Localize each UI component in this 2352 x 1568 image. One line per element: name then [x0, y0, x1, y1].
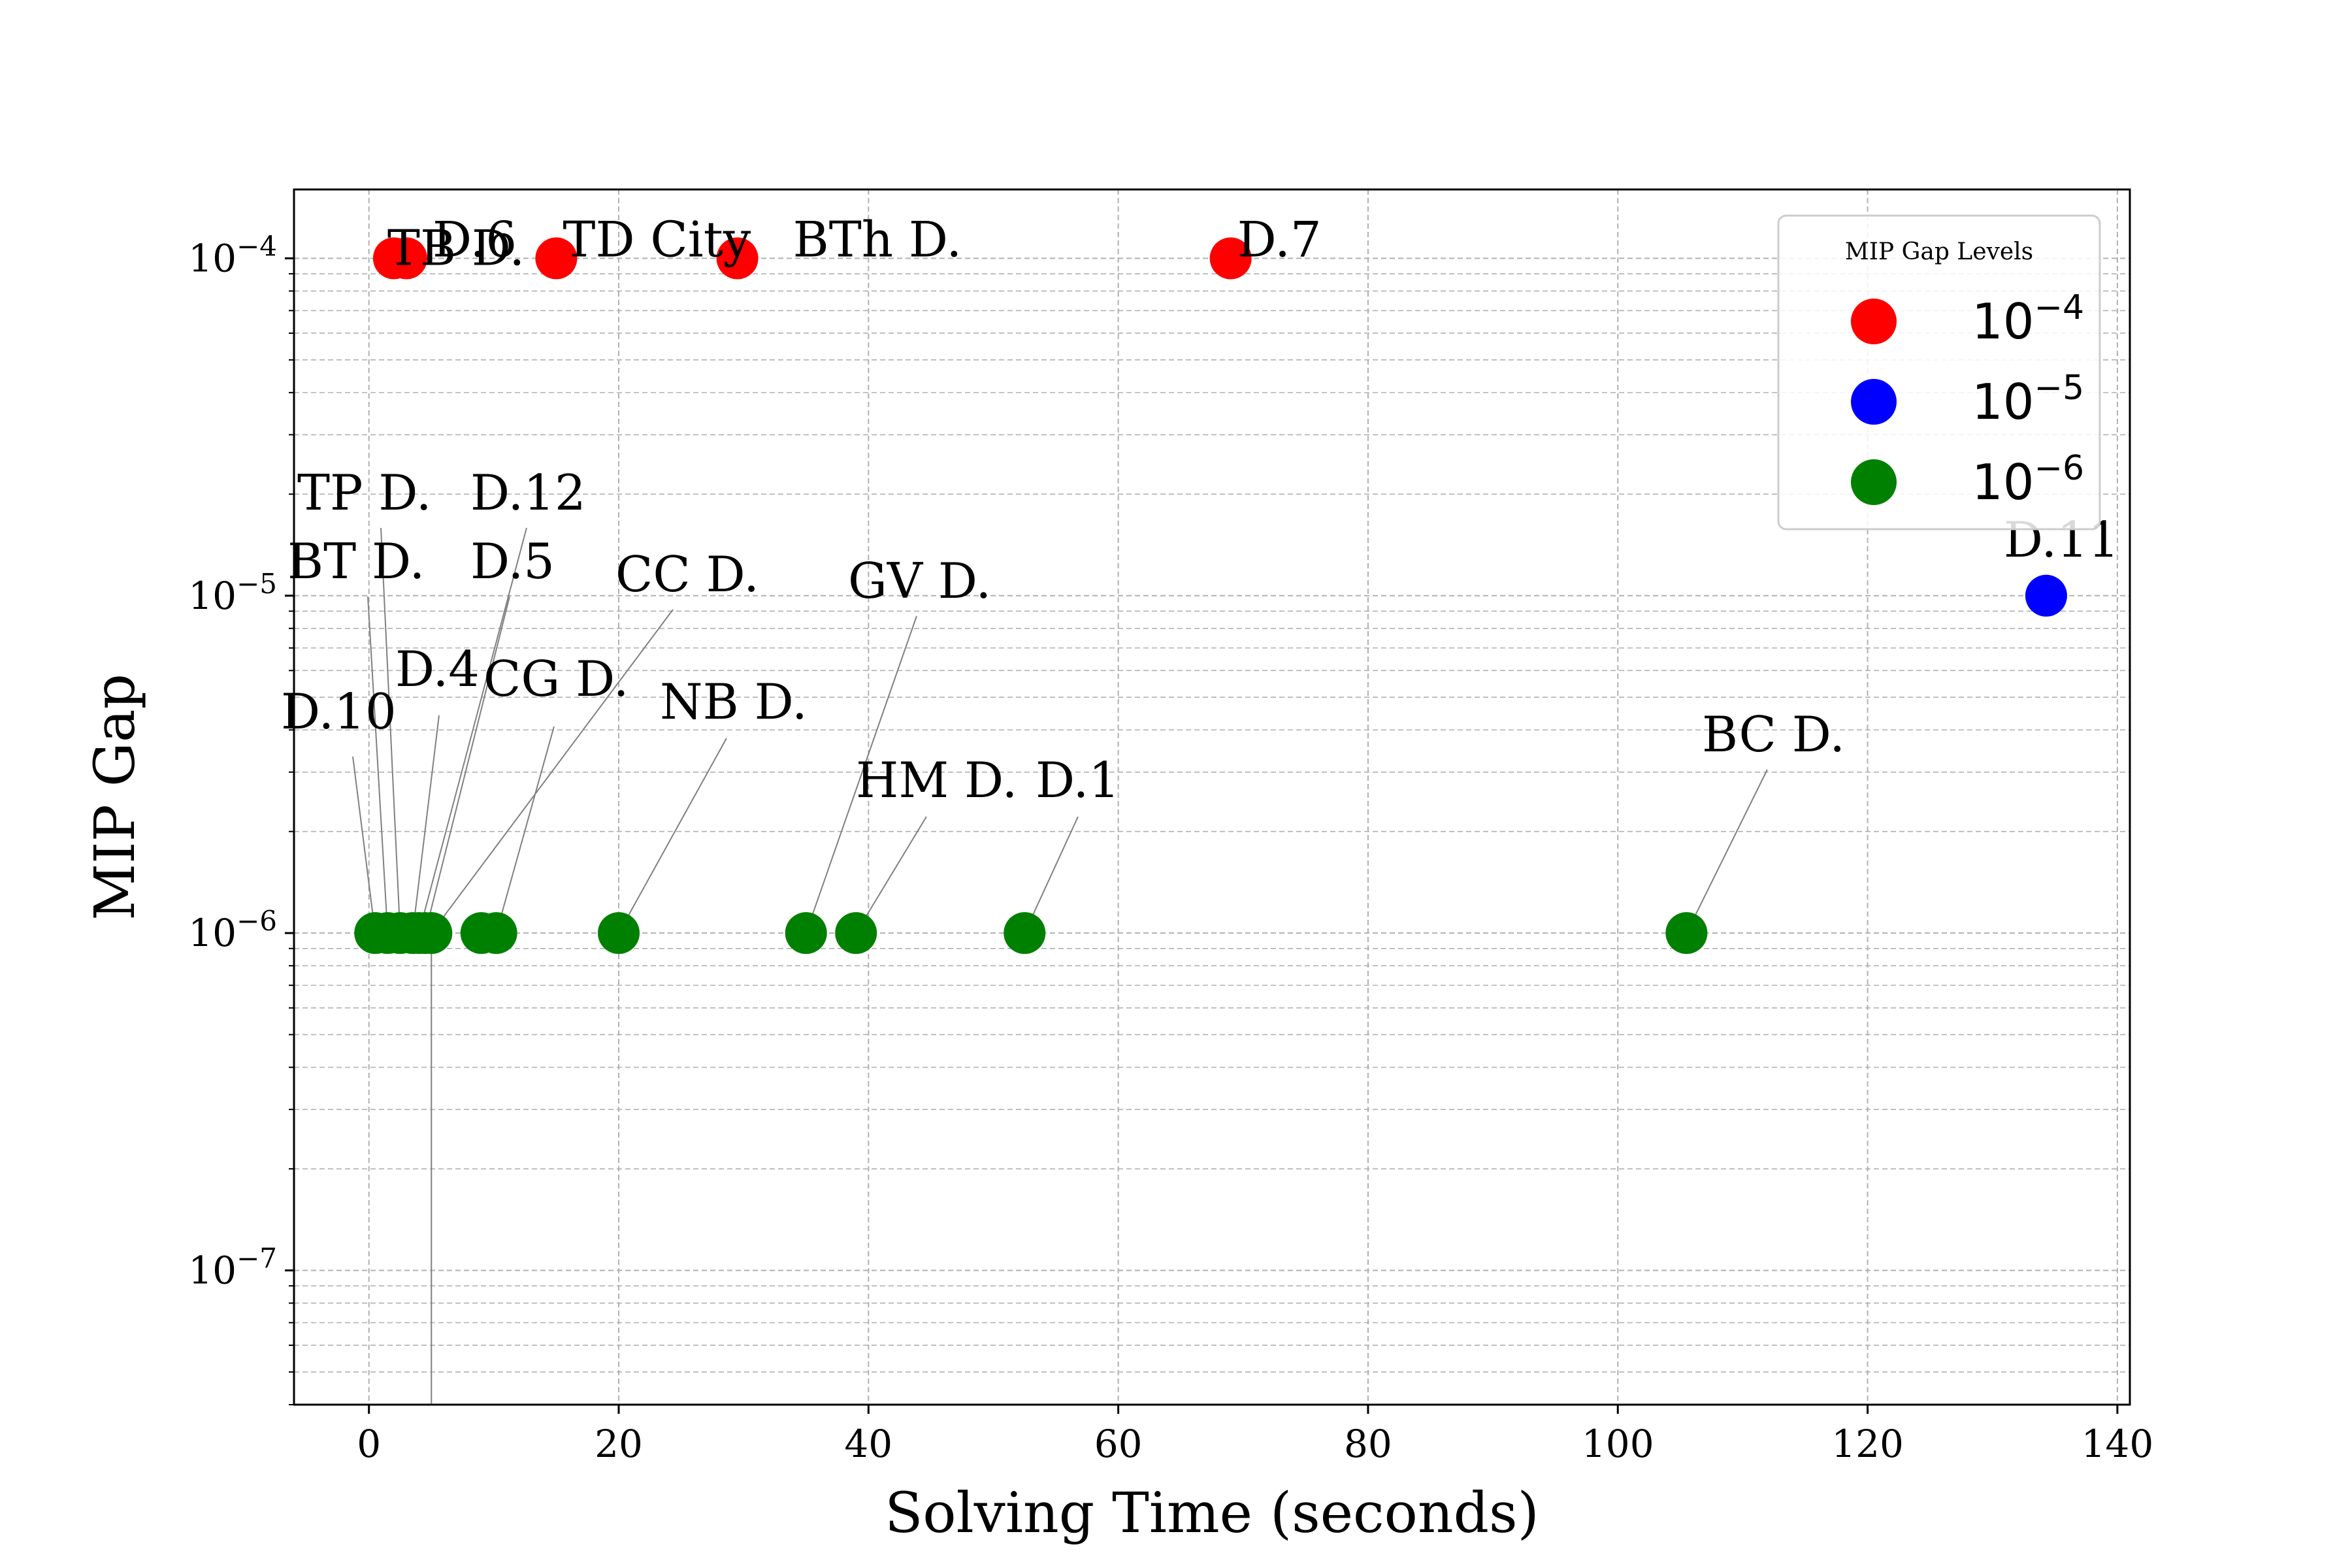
data-point	[535, 237, 578, 280]
point-label: D.7	[1237, 210, 1322, 268]
data-point	[716, 237, 759, 280]
point-label: TD City	[563, 210, 751, 268]
label-leader-line	[805, 615, 917, 934]
data-points	[354, 237, 2067, 955]
point-label: D.1	[1036, 751, 1120, 809]
y-tick-label: 10−7	[188, 1243, 277, 1293]
x-axis-title: Solving Time (seconds)	[885, 1481, 1539, 1546]
point-label: TP D.	[297, 464, 432, 521]
plot-area-frame	[293, 188, 2131, 1406]
legend-label: 10−6	[1972, 449, 2084, 511]
x-tick-label: 120	[1831, 1422, 1904, 1466]
label-leader-line	[352, 756, 376, 934]
label-leader-line	[367, 596, 389, 934]
point-label: BC D.	[1702, 706, 1845, 763]
data-point	[2025, 574, 2067, 617]
x-tick-label: 80	[1344, 1422, 1392, 1466]
point-label: CG D.	[483, 650, 629, 708]
point-label: NB D.	[660, 673, 808, 730]
point-label: D.4	[395, 640, 480, 698]
x-tick-label: 140	[2082, 1422, 2154, 1466]
data-point	[1004, 912, 1046, 955]
label-leader-line	[855, 816, 927, 934]
data-point	[1665, 912, 1708, 955]
point-label: TB D.	[387, 219, 525, 276]
x-tick-label: 20	[595, 1422, 643, 1466]
point-label: CC D.	[615, 546, 759, 603]
x-tick-label: 60	[1094, 1422, 1143, 1466]
data-point	[835, 912, 877, 955]
point-label: D.12	[470, 464, 586, 521]
label-leader-lines	[352, 527, 1768, 1405]
y-axis-title: MIP Gap	[83, 674, 148, 921]
label-leader-line	[380, 527, 401, 934]
point-label: BTh D.	[793, 210, 962, 268]
label-leader-line	[431, 609, 674, 934]
legend-marker	[1851, 459, 1897, 505]
point-label: D.6	[433, 210, 517, 268]
data-point	[785, 912, 827, 955]
legend-title: MIP Gap Levels	[1845, 238, 2033, 265]
data-point	[410, 912, 453, 955]
label-leader-line	[618, 738, 727, 934]
legend-marker	[1851, 299, 1897, 344]
legend-label: 10−4	[1972, 288, 2084, 350]
legend-marker	[1851, 379, 1897, 425]
x-tick-label: 100	[1582, 1422, 1654, 1466]
legend: MIP Gap Levels 10−4 10−5 10−6	[1777, 214, 2101, 531]
legend-label: 10−5	[1972, 368, 2084, 431]
data-point	[385, 237, 428, 280]
label-leader-line	[495, 726, 555, 934]
axis-ticks: 0 20 40 60 80 100 120 140 10−7 10−6 10−5 10−4	[188, 230, 2153, 1466]
point-label: D.5	[470, 532, 555, 590]
point-label: GV D.	[848, 552, 991, 610]
y-tick-label: 10−4	[188, 230, 277, 280]
y-tick-label: 10−5	[188, 568, 277, 618]
x-tick-label: 0	[357, 1422, 381, 1466]
legend-entries: 10−4 10−5 10−6	[1851, 288, 2084, 511]
point-label: BT D.	[287, 532, 425, 590]
data-point	[1209, 237, 1252, 280]
point-label: D.10	[281, 683, 397, 740]
legend-box	[1777, 214, 2101, 531]
y-tick-label: 10−6	[188, 905, 277, 955]
x-tick-label: 40	[844, 1422, 892, 1466]
label-leader-line	[1686, 769, 1768, 934]
label-leader-line	[418, 527, 527, 934]
data-point	[598, 912, 640, 955]
point-label: HM D.	[856, 751, 1017, 809]
label-leader-line	[412, 715, 440, 934]
data-point	[475, 912, 517, 955]
label-leader-line	[1024, 816, 1079, 934]
label-leader-line	[424, 596, 510, 934]
